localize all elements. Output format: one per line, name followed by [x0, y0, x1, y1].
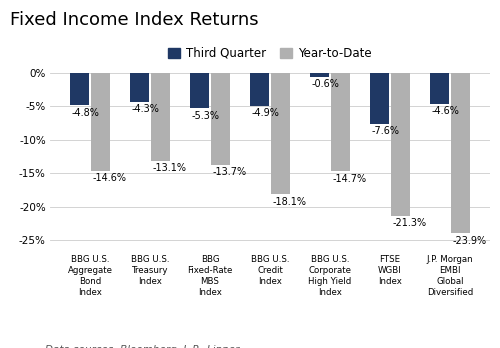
Text: -0.6%: -0.6% — [312, 79, 340, 89]
Text: Data sources: Bloomberg, L.P., Lipper: Data sources: Bloomberg, L.P., Lipper — [45, 345, 240, 348]
Text: -13.1%: -13.1% — [153, 163, 187, 173]
Bar — [190, 73, 209, 108]
Bar — [370, 73, 389, 124]
Bar — [250, 73, 269, 105]
Text: -18.1%: -18.1% — [273, 197, 307, 207]
Text: -13.7%: -13.7% — [213, 167, 247, 177]
Bar — [271, 73, 290, 194]
Bar — [430, 73, 449, 104]
Text: -14.7%: -14.7% — [333, 174, 367, 184]
Text: Fixed Income Index Returns: Fixed Income Index Returns — [10, 11, 259, 29]
Bar — [391, 73, 410, 216]
Bar — [151, 73, 170, 161]
Text: -4.8%: -4.8% — [72, 108, 100, 118]
Bar — [211, 73, 230, 165]
Text: -4.9%: -4.9% — [252, 108, 280, 118]
Bar — [451, 73, 470, 233]
Bar — [91, 73, 110, 171]
Bar — [70, 73, 89, 105]
Bar — [310, 73, 329, 77]
Text: -23.9%: -23.9% — [452, 236, 487, 246]
Text: -21.3%: -21.3% — [393, 218, 427, 228]
Text: -14.6%: -14.6% — [93, 173, 127, 183]
Legend: Third Quarter, Year-to-Date: Third Quarter, Year-to-Date — [164, 42, 376, 65]
Text: -5.3%: -5.3% — [192, 111, 220, 121]
Text: -7.6%: -7.6% — [372, 126, 400, 136]
Text: -4.6%: -4.6% — [432, 106, 460, 116]
Bar — [331, 73, 350, 171]
Bar — [130, 73, 149, 102]
Text: -4.3%: -4.3% — [132, 104, 160, 114]
